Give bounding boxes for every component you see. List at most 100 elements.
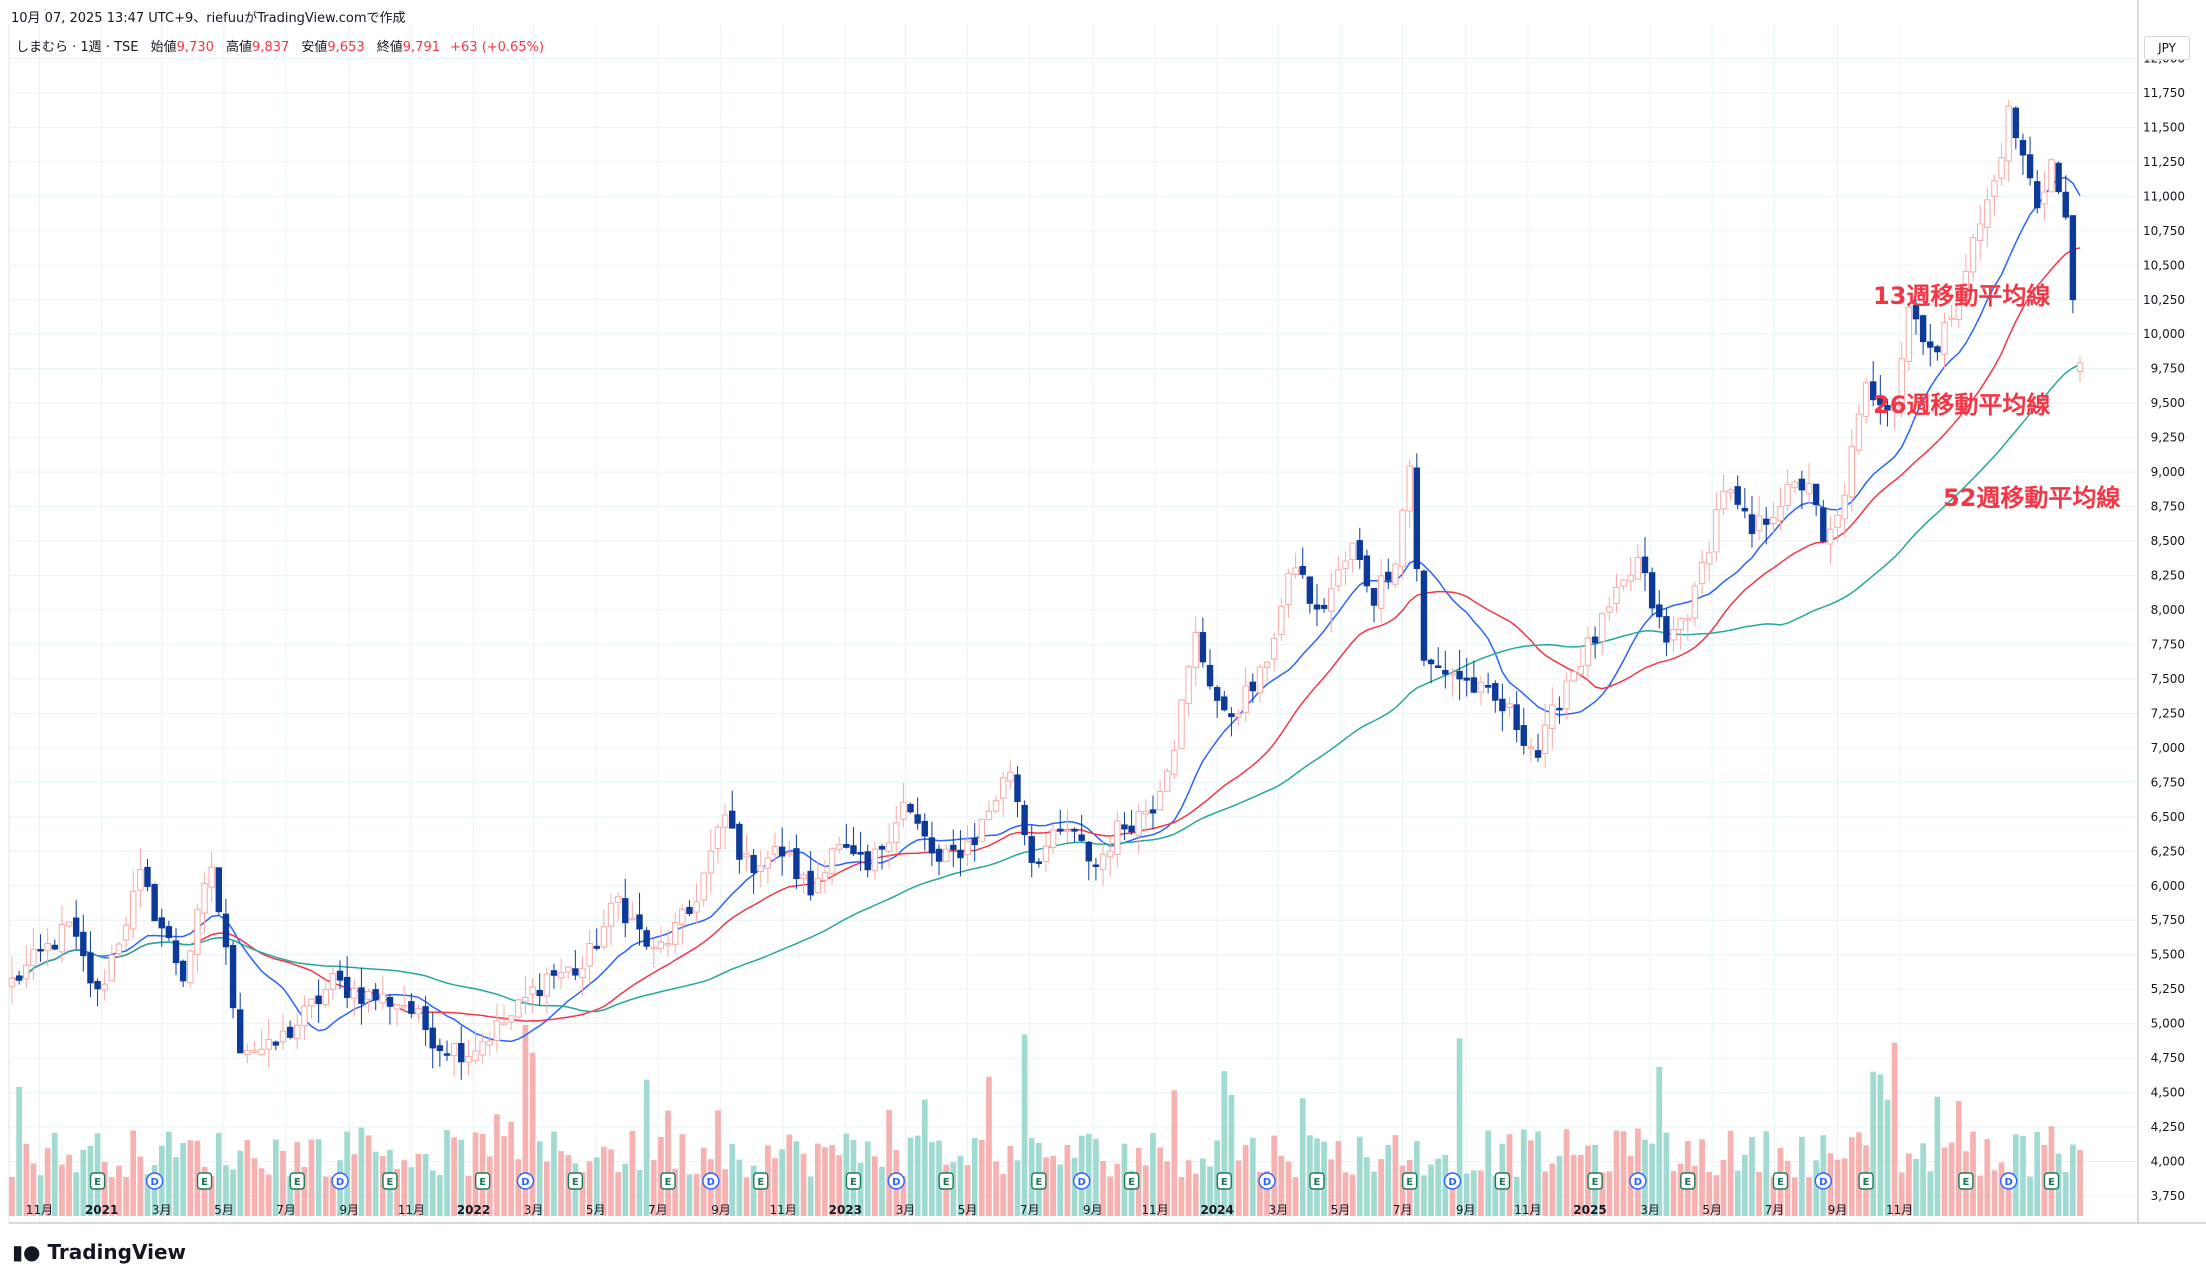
candle [1976,204,1984,261]
earnings-icon: E [660,1172,676,1190]
volume-bar [650,1160,657,1216]
volume-bar [929,1142,935,1216]
candle [643,926,650,950]
candle [251,1041,258,1053]
tradingview-logo[interactable]: ▮● TradingView [12,1240,186,1264]
price-tick-label: 4,000 [2151,1155,2185,1169]
dividend-icon: D [1999,1172,2018,1190]
time-tick-label: 11月 [398,1203,425,1217]
volume-bar [1200,1158,1206,1216]
candle [814,861,822,894]
svg-text:E: E [294,1177,301,1188]
volume-bar [786,1134,793,1216]
svg-text:D: D [1819,1177,1827,1188]
volume-bar [836,1155,843,1216]
volume-bar [173,1157,179,1216]
volume-bar [1848,1137,1855,1216]
candle [236,992,244,1054]
price-tick-label: 6,750 [2151,775,2185,789]
svg-text:E: E [201,1177,208,1188]
volume-bar [116,1165,122,1216]
candle [1370,587,1378,623]
volume-bar [679,1134,686,1216]
candle [1677,617,1684,650]
candlesticks [8,99,2084,1080]
volume-bar [1635,1128,1641,1216]
volume-bar [1000,1173,1007,1216]
candle [1841,483,1848,538]
candle [122,916,130,950]
candle [1506,696,1513,718]
volume-bar [971,1137,978,1216]
ma52-line [11,363,2081,1013]
candle [2055,161,2062,195]
candle [1791,479,1798,493]
svg-text:D: D [707,1177,715,1188]
volume-bar [515,1159,522,1216]
volume-bar [1713,1175,1720,1216]
candle [1755,495,1763,541]
dividend-icon: D [516,1172,535,1190]
candle [72,900,80,950]
candle [1228,707,1235,737]
volume-bar [779,1149,786,1216]
volume-bar [800,1153,807,1216]
price-tick-label: 10,250 [2143,293,2185,307]
candle [1591,626,1599,659]
volume-bar [1342,1172,1349,1216]
volume-bar [1984,1139,1991,1216]
volume-bar [1806,1177,1812,1216]
earnings-icon: E [1309,1172,1325,1190]
candle [1057,809,1064,835]
volume-bar [1085,1133,1092,1216]
candle [1121,811,1128,841]
volume-bar [187,1140,194,1216]
currency-button[interactable]: JPY [2144,36,2190,60]
price-tick-label: 9,000 [2151,465,2185,479]
volume-bar [144,1174,151,1216]
candle [992,795,1000,814]
candle [1955,288,1962,329]
candle [1684,613,1692,641]
volume-bar [1050,1155,1056,1216]
candle [1349,542,1356,573]
volume-bar [415,1153,422,1216]
candle [1306,576,1314,614]
volume-bar [1898,1172,1905,1216]
volume-bar [1877,1074,1884,1216]
volume-bar [151,1165,158,1216]
candle [978,818,986,842]
candle [1028,825,1035,878]
volume-bar [508,1121,515,1216]
symbol-label[interactable]: しまむら · 1週 · TSE [16,40,139,55]
candle [2034,170,2041,214]
candle [301,995,308,1040]
time-tick-label: 5月 [958,1203,978,1217]
price-tick-label: 8,250 [2151,569,2185,583]
candle [607,894,615,946]
volume-bar [1185,1160,1192,1216]
volume-bar [1164,1161,1171,1216]
candle [23,944,30,988]
time-tick-label: 11月 [1514,1203,1541,1217]
price-tick-label: 10,750 [2143,224,2185,238]
candle [2041,171,2048,221]
price-tick-label: 10,000 [2143,327,2185,341]
candle [1142,798,1150,830]
candle [308,998,315,1019]
volume-bar [1456,1038,1463,1216]
svg-text:D: D [336,1177,344,1188]
svg-text:E: E [757,1177,764,1188]
candle [771,832,779,863]
candle [942,844,950,862]
candle [1798,470,1806,509]
volume-bar [1071,1157,1078,1216]
candle [272,1040,280,1051]
volume-bar [1264,1171,1270,1216]
candle [1270,632,1278,672]
candle [1827,516,1834,566]
volume-bar [244,1140,251,1216]
candle [1392,561,1399,589]
candle [2062,175,2069,220]
